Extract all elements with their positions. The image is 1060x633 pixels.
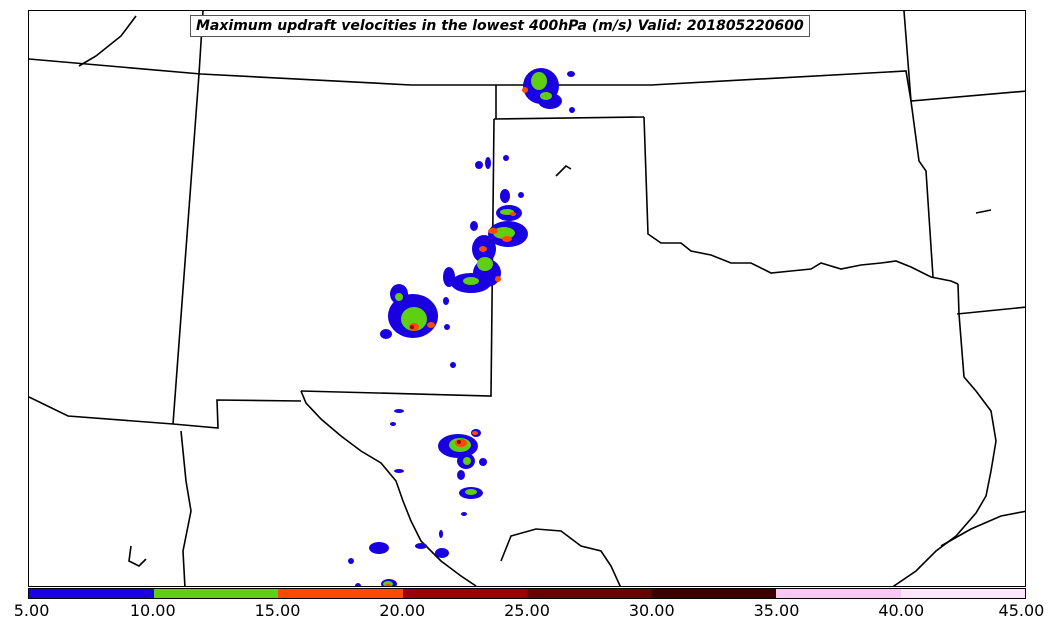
coastline-gulf-east bbox=[940, 510, 1025, 547]
border-tx-east bbox=[957, 283, 965, 378]
map-panel bbox=[28, 10, 1026, 587]
border-nm-tx bbox=[300, 118, 495, 397]
river-ne bbox=[555, 164, 572, 177]
lake-north bbox=[78, 15, 137, 67]
colorbar-tick-label: 25.00 bbox=[504, 601, 550, 620]
colorbar-tick-label: 5.00 bbox=[13, 601, 50, 620]
colorbar bbox=[28, 588, 1026, 599]
colorbar-segment bbox=[776, 589, 901, 598]
colorbar-tick-label: 30.00 bbox=[628, 601, 675, 620]
colorbar-segment bbox=[153, 589, 278, 598]
border-sw bbox=[180, 430, 192, 586]
colorbar-segment bbox=[651, 589, 776, 598]
border-ok-tx bbox=[643, 116, 959, 285]
colorbar-tick-label: 10.00 bbox=[129, 601, 176, 620]
colorbar-tick-label: 35.00 bbox=[753, 601, 800, 620]
border-az-south bbox=[29, 396, 302, 429]
border-ok-ark bbox=[910, 100, 934, 278]
colorbar-segment bbox=[402, 589, 527, 598]
border-ne-ks bbox=[493, 116, 645, 120]
border-tx-rio bbox=[300, 390, 477, 586]
colorbar-segment bbox=[900, 589, 1025, 598]
map-canvas bbox=[29, 11, 1025, 586]
colorbar-segment bbox=[278, 589, 403, 598]
coastline-gulf bbox=[892, 376, 997, 586]
border-mexico bbox=[500, 528, 621, 586]
lake-east bbox=[975, 209, 992, 214]
state-borders bbox=[29, 11, 1025, 586]
colorbar-tick-label: 40.00 bbox=[878, 601, 925, 620]
colorbar-segment bbox=[527, 589, 652, 598]
border-nm-west bbox=[172, 73, 200, 425]
colorbar-segment bbox=[29, 589, 154, 598]
colorbar-tick-label: 20.00 bbox=[379, 601, 426, 620]
border-ks-mo bbox=[956, 306, 1025, 315]
border-ne-vertical bbox=[903, 11, 912, 102]
colorbar-tick-label: 15.00 bbox=[254, 601, 301, 620]
colorbar-tick-label: 45.00 bbox=[998, 601, 1045, 620]
updraft-cells bbox=[348, 68, 575, 586]
coast-west-inlet bbox=[128, 545, 147, 567]
map-title: Maximum updraft velocities in the lowest… bbox=[190, 15, 810, 37]
